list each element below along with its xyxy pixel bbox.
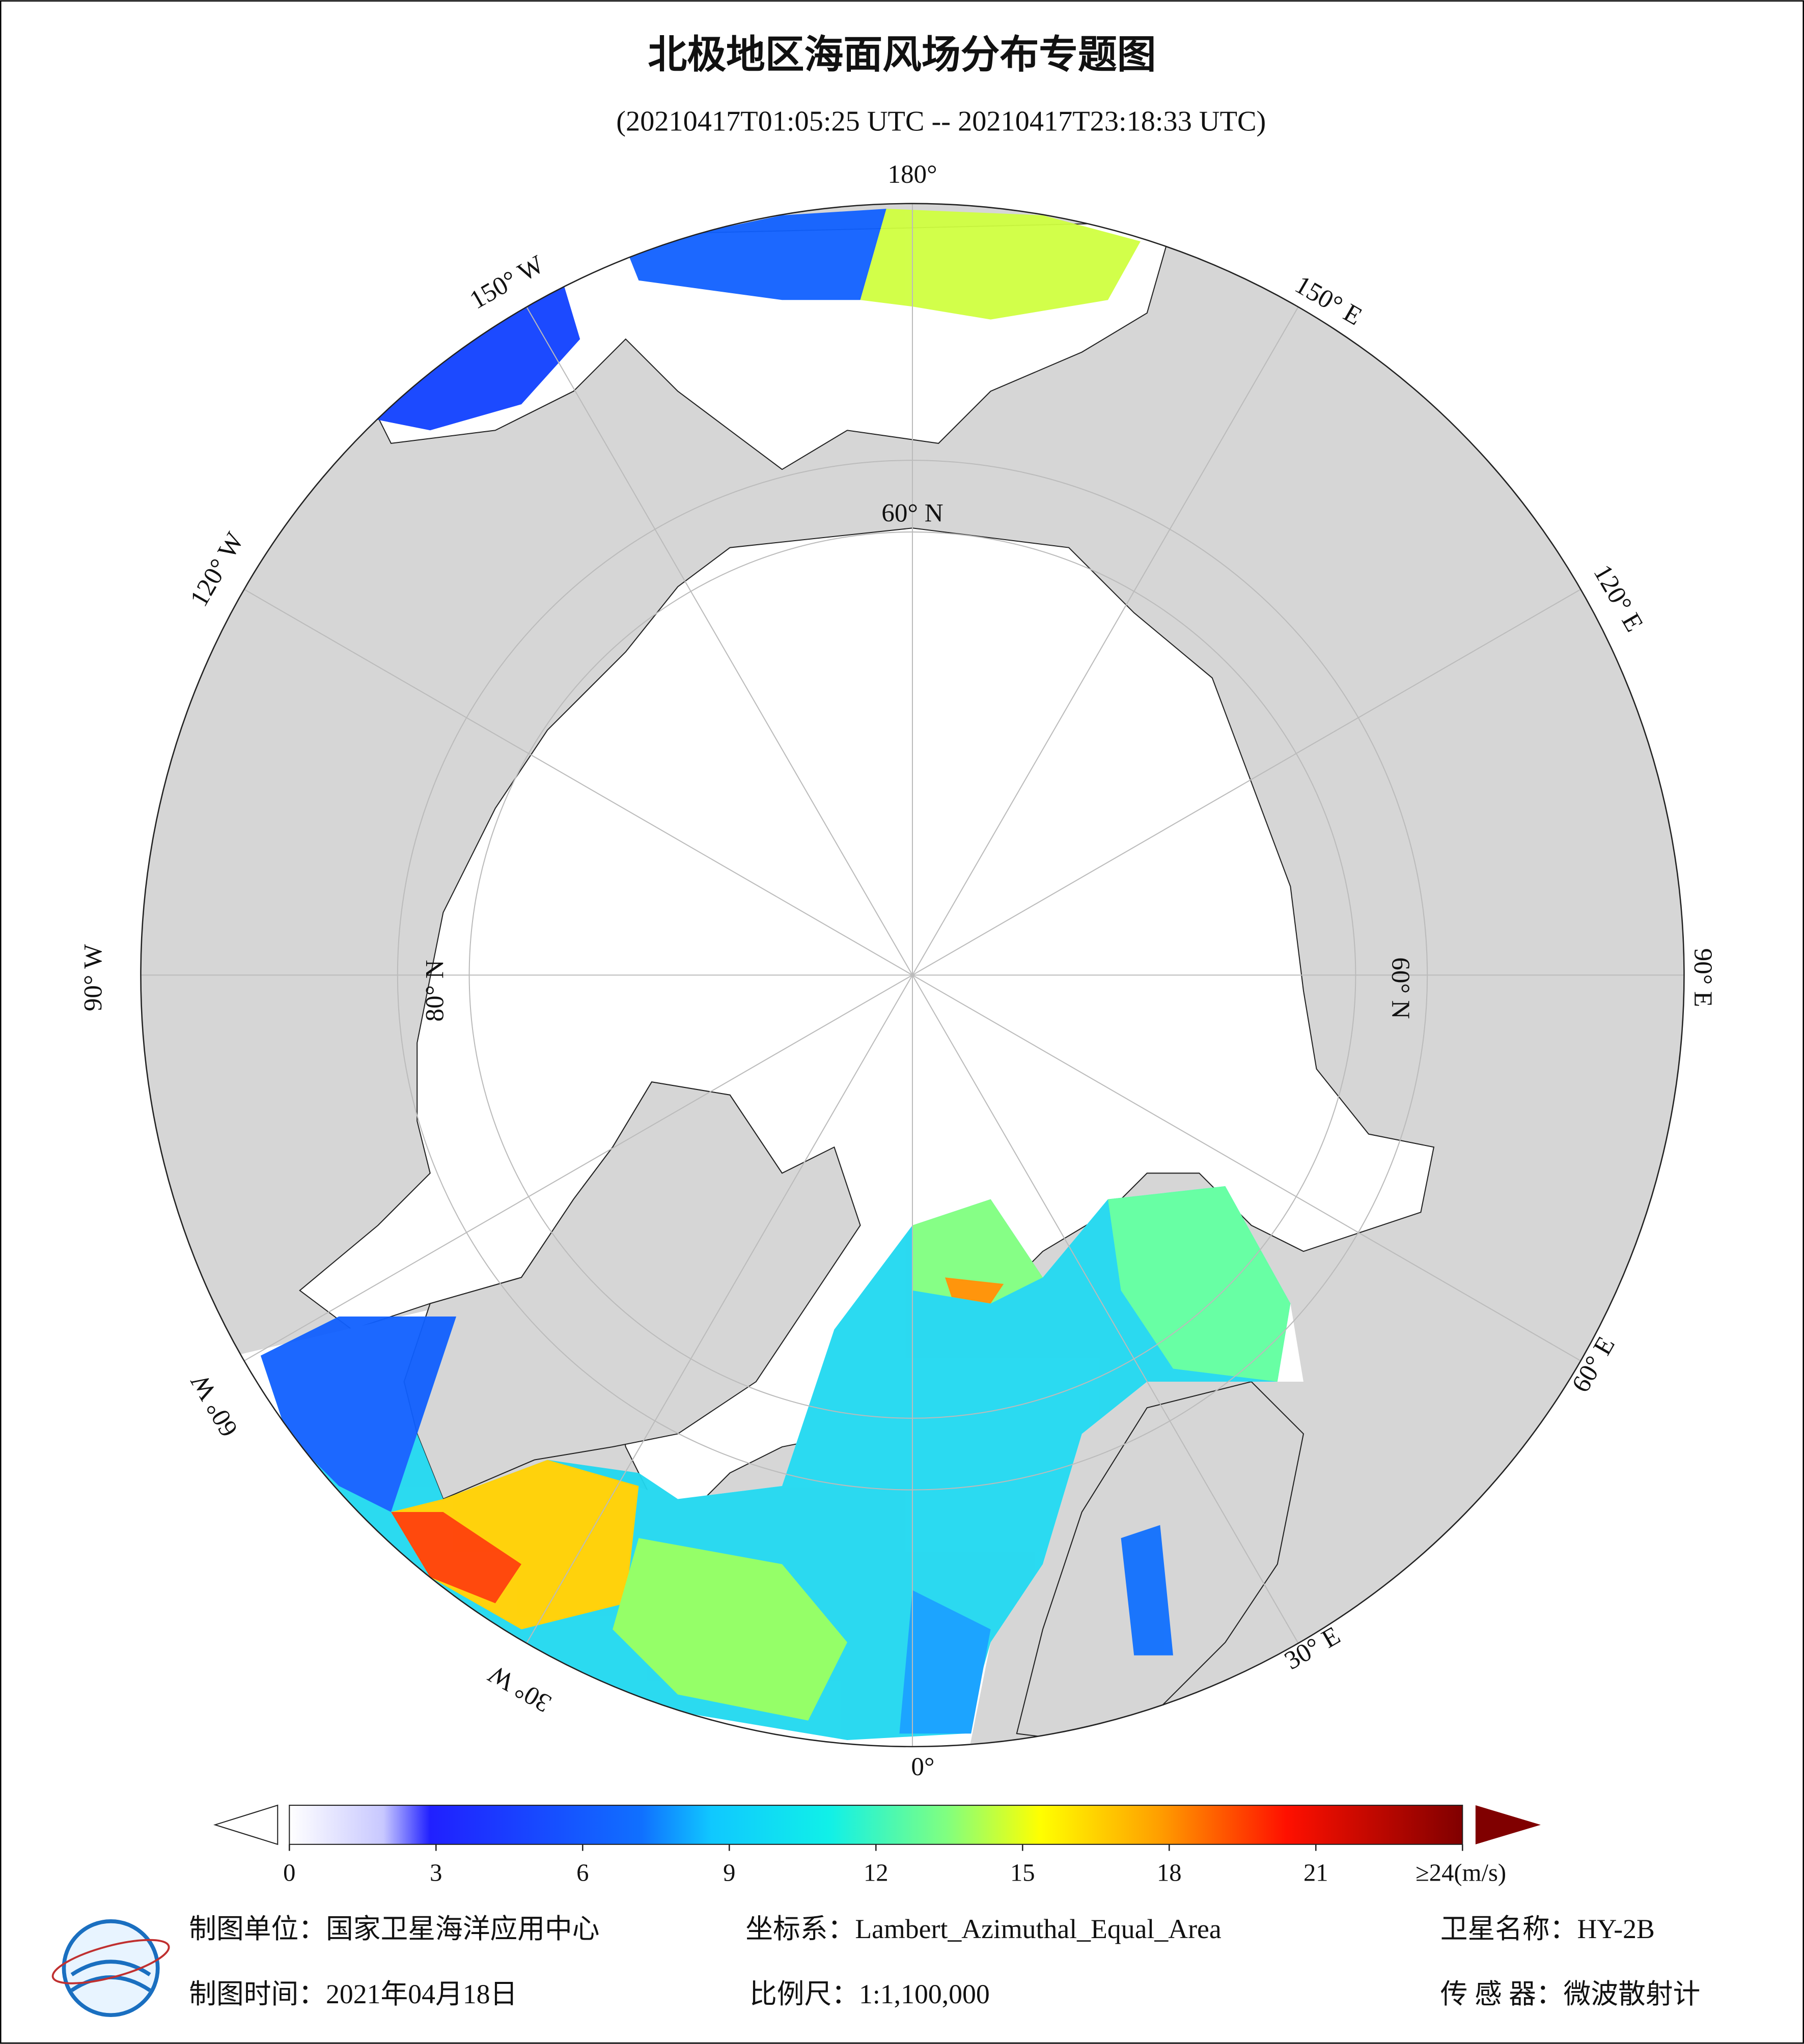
footer-value: HY-2B bbox=[1577, 1914, 1655, 1944]
footer-item: 坐标系：Lambert_Azimuthal_Equal_Area bbox=[745, 1914, 1222, 1944]
wind-swath bbox=[365, 274, 580, 431]
footer-item: 传 感 器：微波散射计 bbox=[1440, 1979, 1701, 2009]
footer-label: 坐标系： bbox=[745, 1914, 855, 1944]
wind-swath bbox=[625, 209, 886, 300]
latitude-label: 60° N bbox=[1386, 957, 1415, 1019]
footer-value: 国家卫星海洋应用中心 bbox=[326, 1914, 600, 1944]
colorbar-ramp bbox=[289, 1805, 1463, 1845]
longitude-label: 90° E bbox=[1688, 948, 1717, 1007]
footer-value: Lambert_Azimuthal_Equal_Area bbox=[855, 1914, 1222, 1944]
wind-swath bbox=[1107, 1186, 1291, 1382]
colorbar-min-arrow bbox=[213, 1804, 279, 1845]
colorbar-tick-label: 6 bbox=[576, 1859, 589, 1887]
latitude-label: 60° N bbox=[881, 498, 943, 527]
graticule bbox=[141, 203, 1684, 1747]
greenland bbox=[403, 1081, 861, 1500]
parallel bbox=[397, 460, 1428, 1491]
footer-label: 卫星名称： bbox=[1440, 1914, 1577, 1944]
footer-value: 微波散射计 bbox=[1564, 1979, 1701, 2009]
colorbar-tick-label: ≥24(m/s) bbox=[1416, 1859, 1506, 1887]
meridian bbox=[235, 583, 913, 976]
colorbar-tick-label: 0 bbox=[283, 1859, 295, 1887]
footer-item: 制图单位：国家卫星海洋应用中心 bbox=[189, 1914, 599, 1944]
meridian bbox=[912, 297, 1304, 975]
logo bbox=[51, 1919, 170, 2018]
footer-item: 制图时间：2021年04月18日 bbox=[189, 1979, 517, 2009]
meridian bbox=[521, 974, 913, 1653]
meridian bbox=[235, 974, 913, 1367]
meridian bbox=[912, 974, 1590, 1367]
title: 北极地区海面风场分布专题图 bbox=[648, 34, 1156, 77]
footer-label: 制图单位： bbox=[189, 1914, 326, 1944]
colorbar-tick-label: 3 bbox=[430, 1859, 442, 1887]
map bbox=[141, 203, 1684, 1747]
footer-value: 1:1,100,000 bbox=[859, 1979, 990, 2009]
subtitle: (20210417T01:05:25 UTC -- 20210417T23:18… bbox=[616, 105, 1266, 137]
latitude-label: 80° N bbox=[420, 960, 449, 1021]
colorbar-tick-label: 18 bbox=[1157, 1859, 1182, 1887]
colorbar: 0 3 6 9 12 15 18 21 ≥24(m/s) bbox=[213, 1804, 1541, 1887]
footer-label: 制图时间： bbox=[189, 1979, 326, 2009]
longitude-label: 180° bbox=[887, 160, 937, 189]
colorbar-tick-label: 12 bbox=[864, 1859, 889, 1887]
colorbar-tick-label: 21 bbox=[1303, 1859, 1328, 1887]
parallel bbox=[468, 531, 1356, 1419]
footer-label: 传 感 器： bbox=[1440, 1979, 1564, 2009]
colorbar-max-arrow bbox=[1475, 1805, 1541, 1844]
meridian bbox=[912, 974, 1304, 1653]
map-border bbox=[140, 203, 1685, 1748]
colorbar-tick-label: 15 bbox=[1010, 1859, 1035, 1887]
wind-swath bbox=[899, 1590, 991, 1734]
footer-label: 比例尺： bbox=[750, 1979, 859, 2009]
wind-swath bbox=[945, 1277, 1004, 1304]
wind-swath bbox=[260, 1317, 456, 1513]
wind-swath bbox=[1121, 1525, 1173, 1656]
footer-value: 2021年04月18日 bbox=[326, 1979, 517, 2009]
footer-item: 卫星名称：HY-2B bbox=[1440, 1914, 1655, 1944]
footer: 制图单位：国家卫星海洋应用中心 坐标系：Lambert_Azimuthal_Equ… bbox=[189, 1914, 1700, 2009]
meridian bbox=[912, 583, 1590, 976]
wind-swath bbox=[391, 1512, 521, 1604]
wind-swath bbox=[613, 1538, 847, 1721]
wind-field bbox=[260, 209, 1291, 1741]
footer-item: 比例尺：1:1,100,000 bbox=[750, 1979, 990, 2009]
meridian bbox=[521, 297, 913, 975]
longitude-label: 0° bbox=[911, 1752, 934, 1781]
wind-swath bbox=[391, 1460, 639, 1630]
longitude-label: 90° W bbox=[79, 944, 108, 1012]
wind-swath bbox=[860, 209, 1141, 320]
colorbar-tick-label: 9 bbox=[723, 1859, 735, 1887]
